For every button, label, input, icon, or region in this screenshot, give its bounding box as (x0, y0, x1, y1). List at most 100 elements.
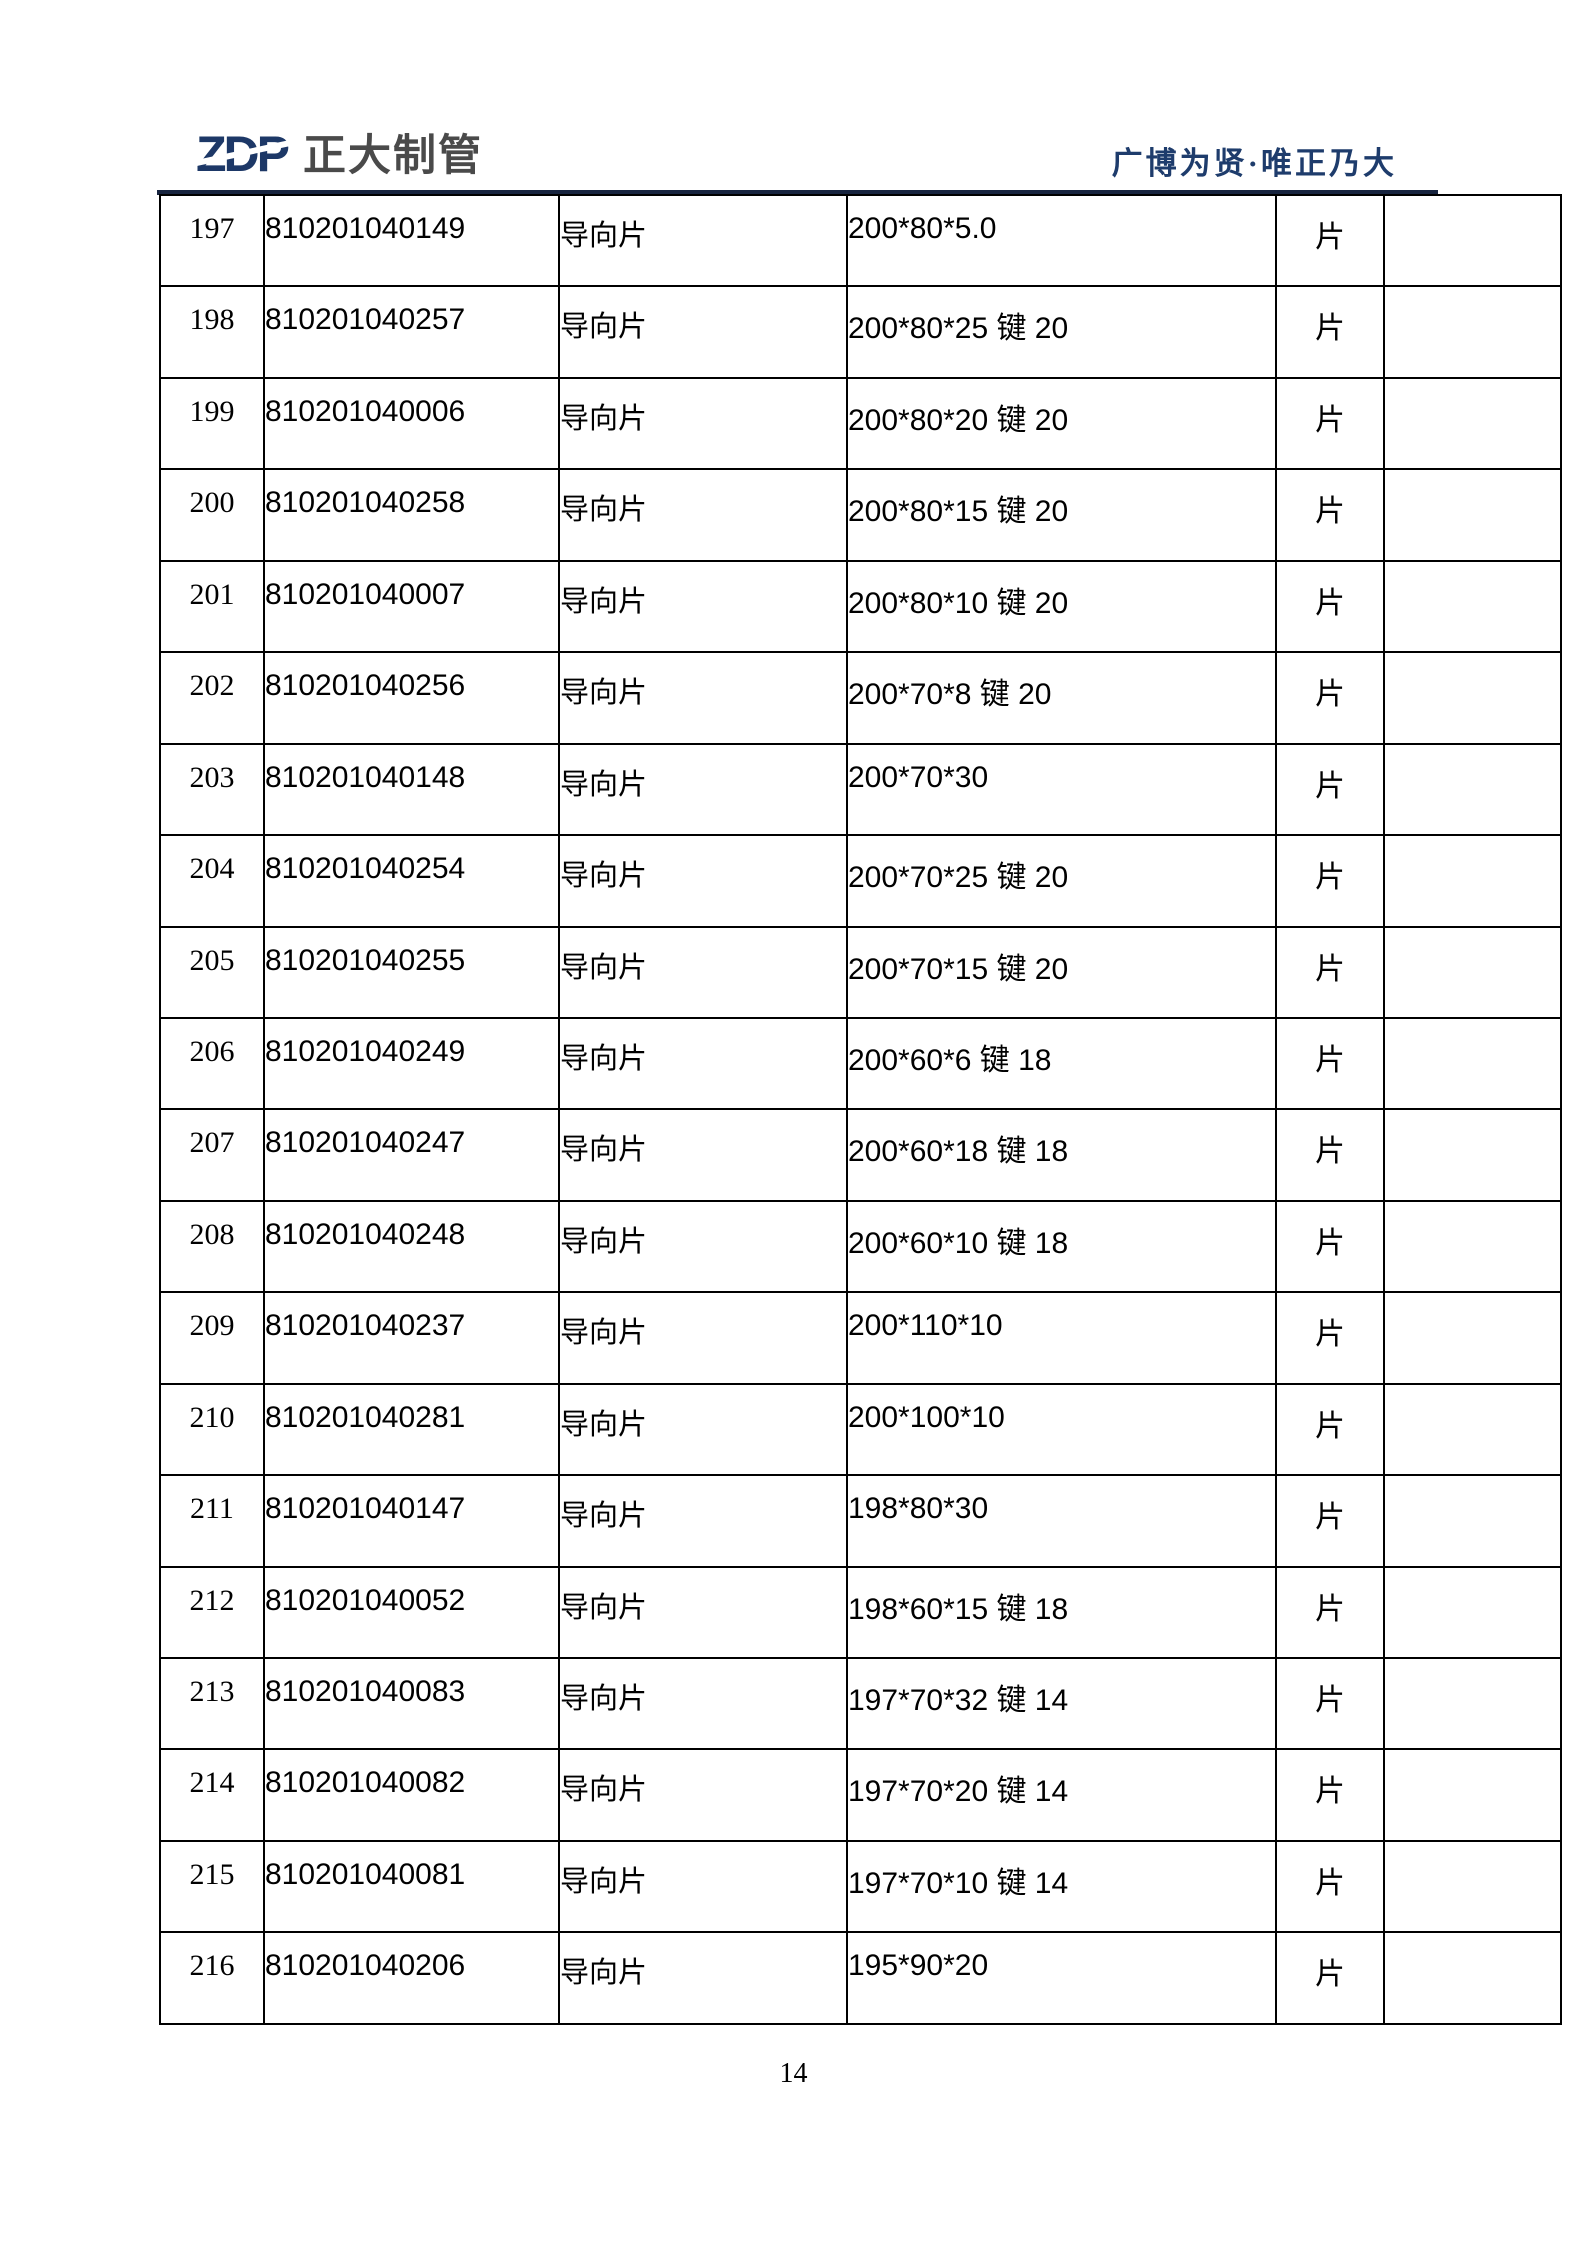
note-cell (1383, 1748, 1562, 1842)
part-name-cell: 导向片 (558, 1382, 848, 1477)
spec-cell: 200*80*10 键 20 (846, 559, 1277, 654)
part-code-cell: 810201040248 (263, 1199, 560, 1294)
note-cell (1383, 1931, 1562, 2025)
row-number-cell: 211 (159, 1474, 265, 1568)
note-cell (1383, 1839, 1562, 1934)
part-code-cell: 810201040256 (263, 651, 560, 745)
table-row: 205 810201040255 导向片 200*70*15 键 20 片 (159, 925, 1562, 1019)
unit-cell: 片 (1275, 1199, 1385, 1294)
table-row: 214 810201040082 导向片 197*70*20 键 14 片 (159, 1748, 1562, 1842)
part-name-cell: 导向片 (558, 651, 848, 745)
spec-cell: 200*80*5.0 (846, 193, 1277, 288)
unit-cell: 片 (1275, 1382, 1385, 1477)
part-code-cell: 810201040254 (263, 834, 560, 928)
note-cell (1383, 285, 1562, 379)
table-row: 204 810201040254 导向片 200*70*25 键 20 片 (159, 834, 1562, 928)
spec-cell: 200*70*8 键 20 (846, 651, 1277, 745)
parts-table-body: 197 810201040149 导向片 200*80*5.0 片 198 81… (159, 193, 1562, 2025)
row-number-cell: 200 (159, 468, 265, 562)
spec-cell: 195*90*20 (846, 1931, 1277, 2025)
spec-cell: 197*70*20 键 14 (846, 1748, 1277, 1842)
row-number-cell: 202 (159, 651, 265, 745)
part-code-cell: 810201040149 (263, 193, 560, 288)
note-cell (1383, 1382, 1562, 1477)
part-name-cell: 导向片 (558, 468, 848, 562)
part-code-cell: 810201040148 (263, 742, 560, 837)
unit-cell: 片 (1275, 1108, 1385, 1202)
spec-cell: 200*80*20 键 20 (846, 376, 1277, 471)
part-name-cell: 导向片 (558, 1839, 848, 1934)
company-logo: ZDP 正大制管 (192, 129, 483, 179)
unit-cell: 片 (1275, 193, 1385, 288)
unit-cell: 片 (1275, 742, 1385, 837)
part-name-cell: 导向片 (558, 1931, 848, 2025)
table-row: 213 810201040083 导向片 197*70*32 键 14 片 (159, 1656, 1562, 1751)
header-rule (157, 190, 1438, 195)
table-row: 216 810201040206 导向片 195*90*20 片 (159, 1931, 1562, 2025)
part-code-cell: 810201040237 (263, 1291, 560, 1385)
unit-cell: 片 (1275, 1474, 1385, 1568)
unit-cell: 片 (1275, 285, 1385, 379)
part-name-cell: 导向片 (558, 285, 848, 379)
part-name-cell: 导向片 (558, 1199, 848, 1294)
part-name-cell: 导向片 (558, 1565, 848, 1660)
table-row: 210 810201040281 导向片 200*100*10 片 (159, 1382, 1562, 1477)
part-name-cell: 导向片 (558, 1016, 848, 1111)
unit-cell: 片 (1275, 559, 1385, 654)
part-name-cell: 导向片 (558, 834, 848, 928)
spec-cell: 200*60*18 键 18 (846, 1108, 1277, 1202)
spec-cell: 197*70*32 键 14 (846, 1656, 1277, 1751)
part-code-cell: 810201040083 (263, 1656, 560, 1751)
row-number-cell: 212 (159, 1565, 265, 1660)
unit-cell: 片 (1275, 1839, 1385, 1934)
note-cell (1383, 1565, 1562, 1660)
note-cell (1383, 1108, 1562, 1202)
unit-cell: 片 (1275, 1656, 1385, 1751)
row-number-cell: 198 (159, 285, 265, 379)
unit-cell: 片 (1275, 834, 1385, 928)
table-row: 199 810201040006 导向片 200*80*20 键 20 片 (159, 376, 1562, 471)
note-cell (1383, 1016, 1562, 1111)
spec-cell: 200*110*10 (846, 1291, 1277, 1385)
row-number-cell: 209 (159, 1291, 265, 1385)
row-number-cell: 197 (159, 193, 265, 288)
part-name-cell: 导向片 (558, 559, 848, 654)
unit-cell: 片 (1275, 1016, 1385, 1111)
note-cell (1383, 559, 1562, 654)
part-name-cell: 导向片 (558, 1748, 848, 1842)
note-cell (1383, 651, 1562, 745)
note-cell (1383, 834, 1562, 928)
note-cell (1383, 193, 1562, 288)
part-code-cell: 810201040257 (263, 285, 560, 379)
spec-cell: 197*70*10 键 14 (846, 1839, 1277, 1934)
part-code-cell: 810201040081 (263, 1839, 560, 1934)
row-number-cell: 205 (159, 925, 265, 1019)
note-cell (1383, 376, 1562, 471)
part-name-cell: 导向片 (558, 925, 848, 1019)
table-row: 212 810201040052 导向片 198*60*15 键 18 片 (159, 1565, 1562, 1660)
row-number-cell: 204 (159, 834, 265, 928)
logo-zdp-mark: ZDP (192, 129, 304, 179)
table-row: 198 810201040257 导向片 200*80*25 键 20 片 (159, 285, 1562, 379)
row-number-cell: 201 (159, 559, 265, 654)
part-code-cell: 810201040006 (263, 376, 560, 471)
table-row: 203 810201040148 导向片 200*70*30 片 (159, 742, 1562, 837)
spec-cell: 200*100*10 (846, 1382, 1277, 1477)
spec-cell: 200*60*6 键 18 (846, 1016, 1277, 1111)
row-number-cell: 216 (159, 1931, 265, 2025)
part-name-cell: 导向片 (558, 376, 848, 471)
table-row: 208 810201040248 导向片 200*60*10 键 18 片 (159, 1199, 1562, 1294)
header-slogan: 广博为贤·唯正乃大 (1111, 146, 1397, 181)
table-row: 201 810201040007 导向片 200*80*10 键 20 片 (159, 559, 1562, 654)
unit-cell: 片 (1275, 1748, 1385, 1842)
part-name-cell: 导向片 (558, 1474, 848, 1568)
part-code-cell: 810201040082 (263, 1748, 560, 1842)
note-cell (1383, 742, 1562, 837)
table-row: 206 810201040249 导向片 200*60*6 键 18 片 (159, 1016, 1562, 1111)
parts-table: 197 810201040149 导向片 200*80*5.0 片 198 81… (159, 193, 1562, 2025)
spec-cell: 200*80*25 键 20 (846, 285, 1277, 379)
part-code-cell: 810201040007 (263, 559, 560, 654)
unit-cell: 片 (1275, 1931, 1385, 2025)
table-row: 209 810201040237 导向片 200*110*10 片 (159, 1291, 1562, 1385)
